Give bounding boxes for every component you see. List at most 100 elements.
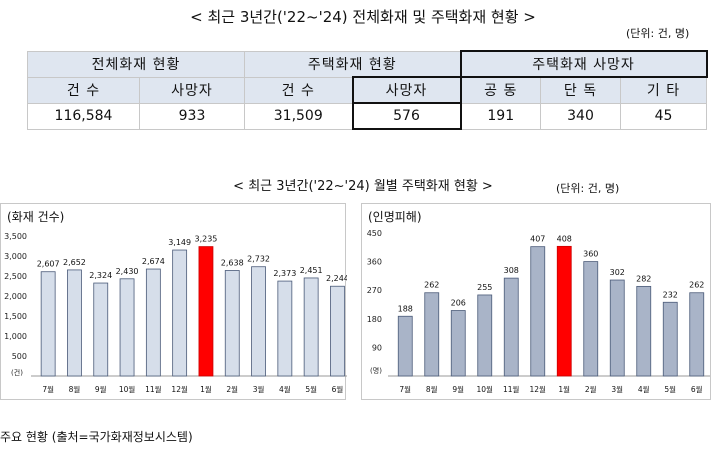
x-tick-label: 11월 (145, 384, 162, 394)
value-total-deaths: 933 (139, 102, 245, 130)
y-tick-label: 1,500 (4, 312, 27, 321)
bar-12월 (172, 249, 188, 377)
x-tick-label: 2월 (226, 384, 238, 394)
value-house-deaths: 576 (351, 102, 462, 130)
y-unit-label: (건) (11, 368, 23, 377)
data-label: 2,324 (89, 271, 112, 280)
data-label: 282 (636, 274, 651, 283)
bar-2월 (224, 270, 240, 377)
x-tick-label: 8월 (426, 384, 438, 394)
casualty-chart-panel: (인명피해) 450 360 270 180 90 (명) 188 7월 262 8월 206 9월 2… (361, 203, 711, 400)
bar-1월 (198, 246, 214, 377)
y-tick-label: 3,000 (4, 252, 27, 261)
bar-5월 (662, 301, 678, 377)
x-tick-label: 12월 (530, 384, 547, 394)
x-tick-label: 6월 (332, 384, 344, 394)
data-label: 3,235 (194, 235, 217, 244)
bar-9월 (450, 310, 466, 377)
value-other: 45 (620, 102, 707, 130)
monthly-unit: (단위: 건, 명) (556, 182, 620, 195)
summary-table: 전체화재 현황 주택화재 현황 주택화재 사망자 건 수 사망자 건 수 사망자… (27, 50, 708, 130)
bar-6월 (330, 285, 345, 377)
x-tick-label: 4월 (279, 384, 291, 394)
value-apartment: 191 (460, 102, 541, 130)
x-tick-label: 4월 (638, 384, 650, 394)
y-tick-label: 270 (367, 286, 382, 295)
y-tick-label: 2,500 (4, 272, 27, 281)
x-tick-label: 8월 (69, 384, 81, 394)
x-tick-label: 1월 (558, 384, 570, 394)
x-tick-label: 5월 (305, 384, 317, 394)
data-label: 262 (689, 281, 704, 290)
header-total-deaths: 사망자 (139, 76, 245, 104)
fire-count-chart-title: (화재 건수) (7, 210, 65, 224)
x-tick-label: 9월 (95, 384, 107, 394)
x-tick-label: 7월 (42, 384, 54, 394)
x-tick-label: 10월 (477, 384, 494, 394)
data-label: 2,451 (300, 266, 323, 275)
y-tick-label: 1,000 (4, 332, 27, 341)
x-tick-label: 1월 (200, 384, 212, 394)
x-tick-label: 5월 (664, 384, 676, 394)
x-tick-label: 3월 (611, 384, 623, 394)
casualty-chart: 450 360 270 180 90 (명) 188 7월 262 8월 206 9월 255 10월 30… (367, 229, 710, 394)
bar-3월 (251, 266, 266, 377)
value-total-count: 116,584 (27, 102, 140, 130)
y-unit-label: (명) (370, 366, 382, 375)
bar-11월 (145, 268, 161, 377)
x-tick-label: 11월 (503, 384, 520, 394)
group-total-fire: 전체화재 현황 (27, 50, 245, 78)
fire-count-chart: 3,500 3,000 2,500 2,000 1,500 1,000 500 (건) 2,60… (4, 232, 347, 394)
bar-8월 (424, 292, 440, 377)
header-other: 기 타 (620, 76, 707, 104)
casualty-chart-title: (인명피해) (368, 210, 422, 224)
header-house-deaths: 사망자 (351, 76, 462, 104)
data-label: 188 (398, 304, 413, 313)
fire-count-chart-panel: (화재 건수) 3,500 3,000 2,500 2,000 1,500 1,000 50… (0, 203, 347, 400)
footer-source: 주요 현황 (출처=국가화재정보시스템) (0, 430, 193, 444)
bar-10월 (119, 278, 135, 377)
bar-8월 (67, 269, 82, 377)
x-tick-label: 6월 (691, 384, 703, 394)
data-label: 308 (504, 266, 519, 275)
bar-12월 (530, 246, 546, 377)
group-house-deaths: 주택화재 사망자 (459, 50, 708, 78)
y-tick-label: 450 (367, 229, 382, 238)
bar-1월 (556, 245, 572, 377)
bar-7월 (397, 315, 413, 377)
header-house-count: 건 수 (244, 76, 353, 104)
data-label: 2,430 (116, 267, 139, 276)
data-label: 3,149 (168, 238, 191, 247)
y-tick-label: 360 (367, 258, 382, 267)
bar-7월 (40, 271, 56, 377)
summary-title: < 최근 3년간('22~'24) 전체화재 및 주택화재 현황 > (190, 8, 536, 26)
y-tick-label: 2,000 (4, 292, 27, 301)
x-tick-label: 10월 (119, 384, 136, 394)
value-house-count: 31,509 (244, 102, 353, 130)
bar-3월 (609, 279, 625, 377)
y-tick-label: 90 (372, 343, 382, 352)
bar-4월 (277, 280, 293, 377)
data-label: 2,732 (247, 255, 270, 264)
x-tick-label: 12월 (171, 384, 188, 394)
y-tick-label: 500 (12, 352, 27, 361)
data-label: 232 (663, 290, 678, 299)
summary-unit: (단위: 건, 명) (626, 27, 690, 40)
data-label: 255 (477, 283, 492, 292)
y-tick-label: 3,500 (4, 232, 27, 241)
data-label: 262 (424, 281, 439, 290)
data-label: 360 (583, 250, 598, 259)
bar-11월 (503, 277, 519, 377)
x-tick-label: 9월 (452, 384, 464, 394)
bar-4월 (636, 285, 652, 377)
bar-10월 (477, 294, 493, 377)
data-label: 407 (530, 235, 545, 244)
value-detached: 340 (540, 102, 621, 130)
y-tick-label: 180 (367, 315, 382, 324)
data-label: 2,373 (273, 269, 296, 278)
header-detached: 단 독 (540, 76, 621, 104)
data-label: 2,674 (142, 257, 165, 266)
bar-5월 (303, 277, 319, 377)
x-tick-label: 3월 (253, 384, 265, 394)
data-label: 302 (610, 268, 625, 277)
